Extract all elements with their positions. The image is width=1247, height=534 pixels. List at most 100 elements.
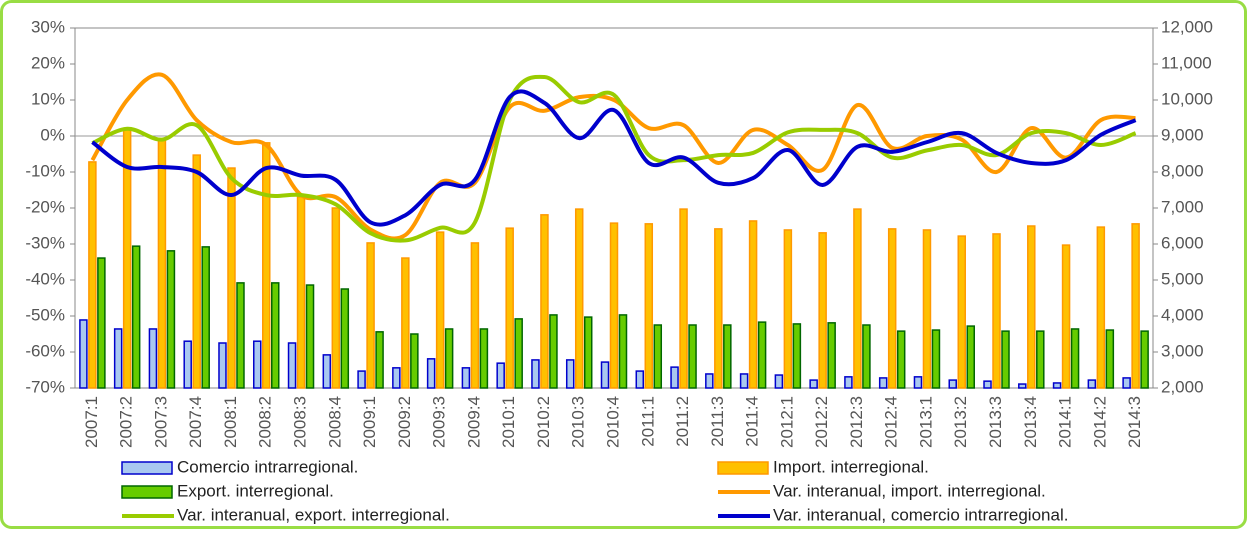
y-tick-label: -60% [25, 341, 65, 360]
bar [1061, 244, 1071, 389]
x-tick-label: 2014:2 [1090, 396, 1109, 448]
bar [818, 232, 827, 389]
bar [331, 207, 341, 389]
line [91, 74, 1137, 243]
bar [688, 324, 697, 389]
x-tick-label: 2007:3 [151, 396, 170, 448]
bar [540, 214, 549, 389]
x-tick-label: 2012:4 [882, 396, 901, 448]
bar [931, 329, 941, 389]
y-tick-label: 0% [40, 125, 65, 144]
bar [287, 342, 297, 389]
bar [496, 362, 505, 389]
bar [966, 325, 975, 389]
bar [862, 324, 871, 389]
bar [271, 282, 280, 389]
bar [531, 359, 540, 389]
y2-tick-label: 3,000 [1161, 341, 1204, 360]
bar [201, 246, 210, 389]
bar [714, 228, 723, 389]
x-tick-label: 2009:2 [395, 396, 414, 448]
x-tick-label: 2007:4 [186, 396, 205, 448]
x-tick-label: 2007:1 [82, 396, 101, 448]
x-tick-label: 2013:4 [1021, 396, 1040, 448]
x-tick-label: 2007:2 [117, 396, 136, 448]
x-tick-label: 2009:3 [430, 396, 449, 448]
bar [844, 376, 853, 389]
bar [809, 379, 818, 389]
bar [635, 370, 645, 389]
bar [600, 361, 610, 389]
x-tick-label: 2010:4 [603, 396, 622, 448]
bar [505, 227, 514, 389]
bar [1052, 382, 1062, 389]
y2-tick-label: 6,000 [1161, 233, 1204, 252]
bar [166, 250, 176, 389]
bar [322, 354, 332, 389]
x-tick-label: 2012:2 [812, 396, 831, 448]
bar [609, 222, 619, 389]
y2-tick-label: 8,000 [1161, 161, 1204, 180]
y-tick-label: -20% [25, 197, 65, 216]
legend-label: Var. interanual, import. interregional. [773, 481, 1046, 500]
y-tick-label: -10% [25, 161, 65, 180]
bar [723, 324, 732, 389]
bar [827, 322, 836, 389]
x-tick-label: 2009:1 [360, 396, 379, 448]
bar [113, 328, 123, 389]
bar [444, 328, 454, 389]
bar [1001, 330, 1010, 389]
x-tick-label: 2008:1 [221, 396, 240, 448]
legend-label: Import. interregional. [773, 457, 929, 476]
bar [670, 366, 679, 389]
y2-tick-label: 5,000 [1161, 269, 1204, 288]
bar [1018, 383, 1027, 389]
bar [565, 359, 575, 389]
x-tick-label: 2013:3 [986, 396, 1005, 448]
bar [305, 284, 315, 389]
y2-tick-label: 9,000 [1161, 125, 1204, 144]
y-tick-label: 30% [31, 17, 65, 36]
y-tick-label: 10% [31, 89, 65, 108]
bar [262, 142, 271, 389]
bar [896, 330, 906, 389]
bar [236, 282, 245, 389]
bar [392, 367, 401, 389]
legend-label: Export. interregional. [177, 481, 334, 500]
x-tick-label: 2012:1 [777, 396, 796, 448]
bar [992, 233, 1001, 389]
y-tick-label: 20% [31, 53, 65, 72]
legend-swatch [121, 485, 173, 499]
bar [470, 242, 480, 389]
bar [1070, 328, 1080, 389]
bar [679, 208, 688, 389]
bar [401, 257, 410, 389]
line [90, 72, 1136, 241]
legend-swatch [121, 461, 173, 475]
bar [366, 242, 375, 389]
bar [618, 314, 628, 389]
x-tick-label: 2013:2 [951, 396, 970, 448]
bar [435, 231, 445, 389]
y-tick-label: -40% [25, 269, 65, 288]
x-tick-label: 2008:3 [291, 396, 310, 448]
bar [922, 229, 932, 389]
legend-label: Var. interanual, export. interregional. [177, 505, 450, 524]
y-tick-label: -30% [25, 233, 65, 252]
bar [97, 257, 106, 389]
bar [253, 340, 262, 389]
x-tick-label: 2008:2 [256, 396, 275, 448]
bar [88, 161, 97, 389]
legend-swatch [717, 461, 769, 475]
bar [461, 367, 471, 389]
y2-tick-label: 7,000 [1161, 197, 1204, 216]
bar [148, 328, 158, 389]
bar [157, 139, 167, 389]
bar [739, 373, 749, 389]
bar [296, 196, 306, 389]
bar [1027, 225, 1036, 389]
bar [878, 377, 888, 389]
bar [853, 208, 862, 389]
bar [1105, 329, 1115, 389]
bar [887, 228, 897, 389]
